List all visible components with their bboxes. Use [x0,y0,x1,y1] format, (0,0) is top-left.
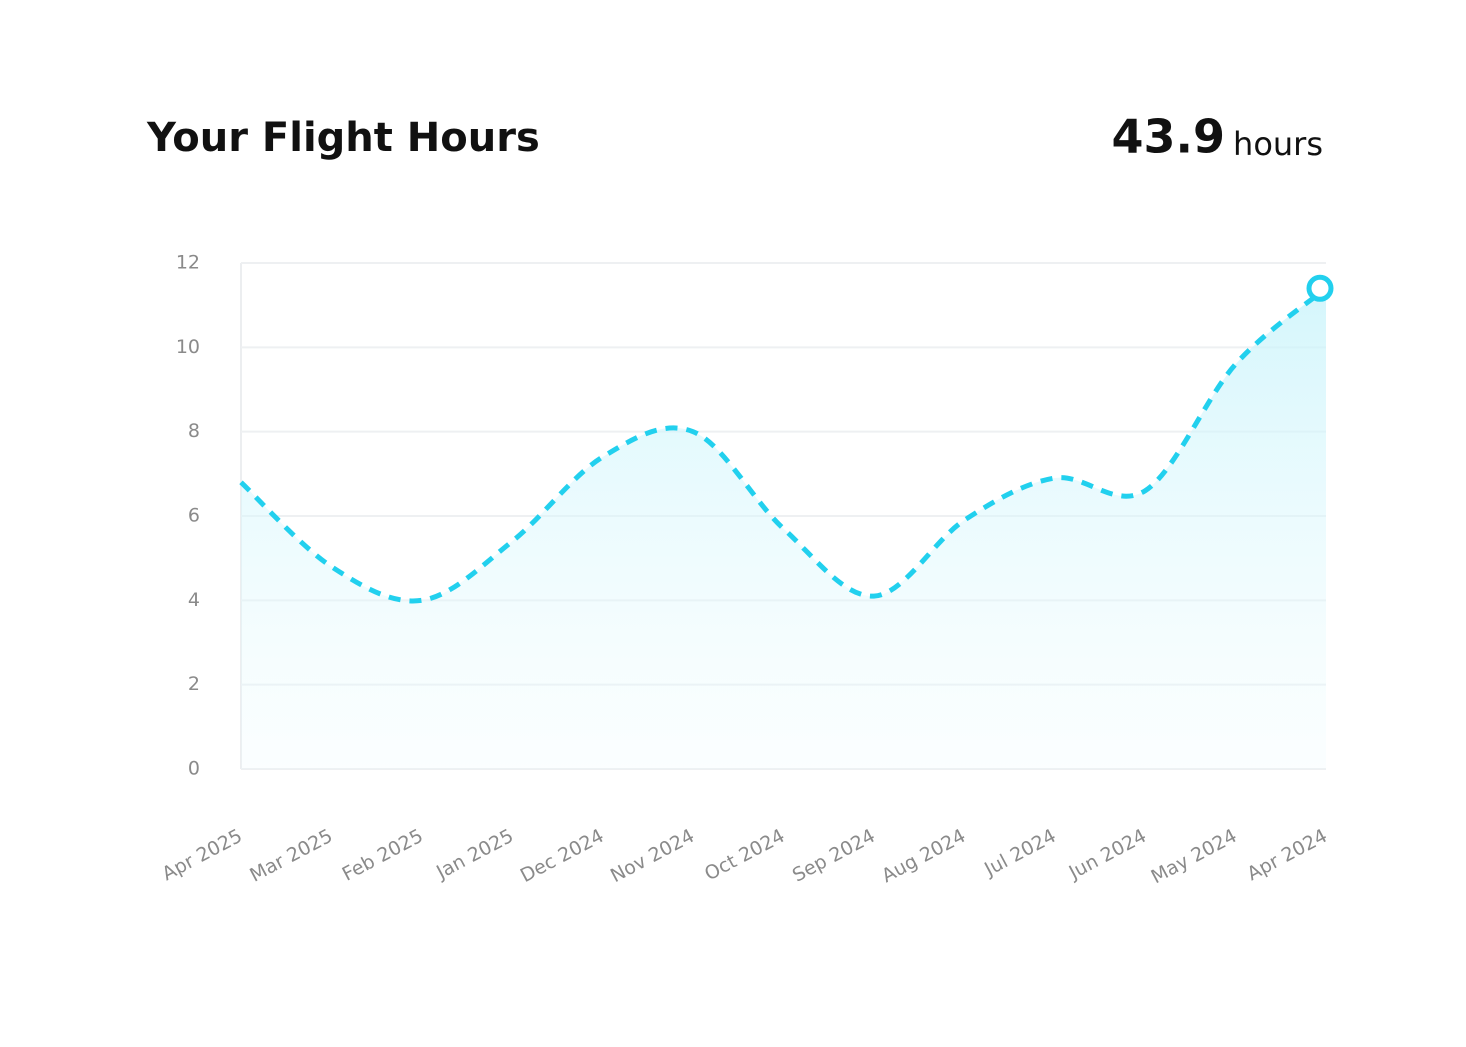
y-tick-label: 12 [176,252,200,274]
y-tick-label: 8 [188,420,200,442]
total-value: 43.9 [1112,110,1226,164]
total-unit: hours [1233,125,1323,163]
y-tick-label: 2 [188,673,200,695]
line [239,286,1328,604]
y-tick-label: 6 [188,505,200,527]
area [241,288,1326,769]
y-tick-label: 10 [176,336,200,358]
y-tick-label: 0 [188,758,200,780]
y-tick-label: 4 [188,589,200,611]
end-point [1306,274,1334,302]
chart-title: Your Flight Hours [146,115,540,161]
